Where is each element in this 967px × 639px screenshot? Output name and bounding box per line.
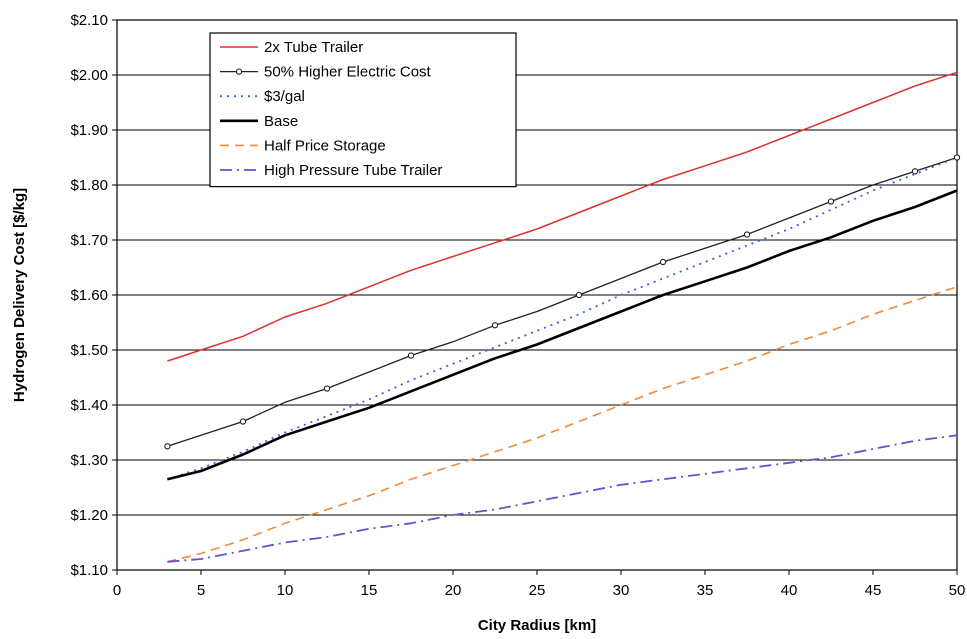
y-axis-title: Hydrogen Delivery Cost [$/kg] (11, 188, 28, 402)
legend-label: 50% Higher Electric Cost (264, 64, 432, 81)
series-line (167, 156, 958, 481)
series-line (167, 434, 958, 563)
legend-item: Base (220, 113, 298, 130)
series-line (167, 286, 958, 563)
series-2 (167, 156, 958, 481)
x-tick-label: 0 (113, 582, 121, 599)
x-tick-label: 45 (865, 582, 882, 599)
series-line (167, 71, 958, 362)
y-tick-label: $2.00 (70, 67, 108, 84)
legend-label: 2x Tube Trailer (264, 39, 363, 56)
data-point (491, 322, 499, 329)
y-tick-label: $1.10 (70, 562, 108, 579)
legend-item: High Pressure Tube Trailer (220, 162, 442, 179)
data-point (323, 385, 331, 392)
x-axis-title: City Radius [km] (478, 617, 596, 634)
data-point (911, 168, 919, 175)
legend-label: Base (264, 113, 298, 130)
x-tick-label: 25 (529, 582, 546, 599)
data-point (953, 154, 961, 161)
x-tick-label: 35 (697, 582, 714, 599)
x-tick-label: 15 (361, 582, 378, 599)
y-tick-label: $1.50 (70, 342, 108, 359)
x-tick-label: 10 (277, 582, 294, 599)
x-tick-label: 50 (949, 582, 966, 599)
series-1 (164, 154, 961, 450)
legend-label: High Pressure Tube Trailer (264, 162, 442, 179)
legend-item: $3/gal (220, 88, 305, 105)
series-layer (164, 71, 961, 563)
x-tick-label: 5 (197, 582, 205, 599)
series-4 (167, 286, 958, 563)
y-axis: $1.10 $1.20 $1.30 $1.40 $1.50 $1.60 $1.70 $1.80… (70, 12, 117, 579)
series-5 (167, 434, 958, 563)
y-tick-label: $1.90 (70, 122, 108, 139)
legend-marker (235, 68, 243, 75)
y-tick-label: $1.20 (70, 507, 108, 524)
data-point (575, 291, 583, 299)
legend-label: $3/gal (264, 88, 305, 105)
data-point (659, 258, 667, 266)
legend-item: 50% Higher Electric Cost (220, 64, 432, 81)
data-point (407, 352, 415, 359)
series-line (167, 189, 958, 481)
legend-item: 2x Tube Trailer (220, 39, 363, 56)
series-3 (167, 189, 958, 481)
y-tick-label: $2.10 (70, 12, 108, 29)
legend-item: Half Price Storage (220, 137, 386, 154)
y-tick-label: $1.30 (70, 452, 108, 469)
x-tick-label: 20 (445, 582, 462, 599)
x-tick-label: 40 (781, 582, 798, 599)
data-point (164, 443, 171, 450)
y-tick-label: $1.80 (70, 177, 108, 194)
x-tick-label: 30 (613, 582, 630, 599)
legend-box (209, 32, 517, 188)
data-point (743, 231, 751, 238)
legend-label: Half Price Storage (264, 137, 386, 154)
x-axis: 0 5 10 15 20 25 30 35 40 45 50 (113, 570, 966, 599)
y-tick-label: $1.40 (70, 397, 108, 414)
series-line (167, 156, 958, 447)
legend: 2x Tube Trailer 50% Higher Electric Cost $… (209, 32, 517, 188)
data-point (239, 418, 247, 425)
y-tick-label: $1.60 (70, 287, 108, 304)
y-tick-label: $1.70 (70, 232, 108, 249)
series-0 (167, 71, 958, 362)
data-point (827, 198, 835, 205)
